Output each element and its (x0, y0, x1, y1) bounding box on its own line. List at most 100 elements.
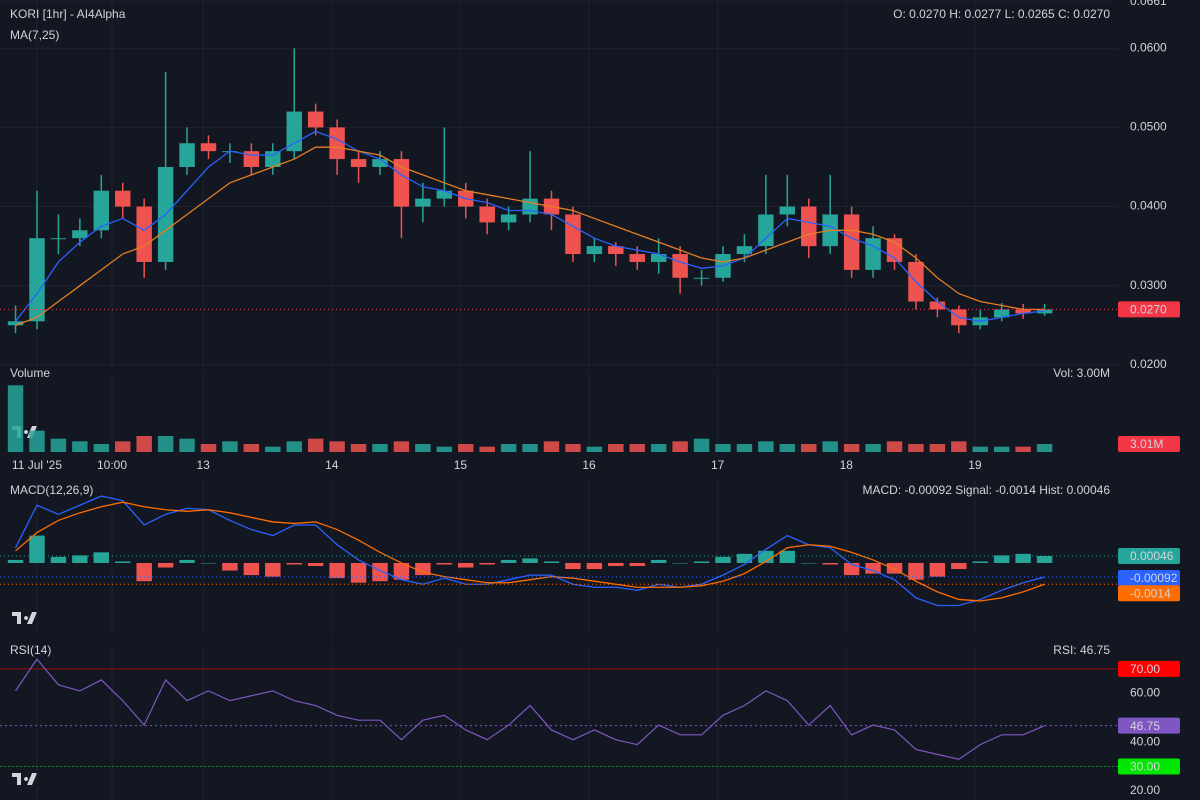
volume-bar (222, 441, 238, 452)
volume-bar (72, 441, 88, 452)
histogram-bar (801, 562, 817, 564)
histogram-bar (436, 562, 453, 565)
tv-logo (12, 612, 37, 624)
volume-bar (929, 444, 946, 452)
value-tag (1118, 758, 1180, 775)
histogram-bar (715, 556, 731, 563)
candle-body (415, 198, 431, 207)
histogram-bar (972, 561, 988, 563)
volume-bar (200, 444, 217, 452)
histogram-bar (350, 562, 367, 583)
tv-logos (12, 426, 37, 785)
volume-bar (1015, 446, 1031, 452)
volume-bar (29, 430, 45, 452)
histogram-bar (179, 559, 195, 563)
y-tick-label: 20.00 (1130, 783, 1160, 797)
volume-bar (993, 446, 1010, 452)
histogram-bar (286, 562, 302, 565)
rsi-line (15, 658, 1045, 760)
volume-bar (1036, 443, 1053, 452)
value-tag-label: 0.00046 (1130, 549, 1174, 563)
volume-bar (458, 444, 474, 452)
volume-bar (865, 444, 881, 452)
candle-body (372, 159, 388, 167)
candle-body (479, 206, 495, 223)
volume-bar (436, 446, 453, 452)
volume-bar (565, 444, 581, 452)
moving-average (15, 130, 1045, 322)
histogram-bar (265, 562, 281, 577)
x-tick-label: 11 Jul '25 (12, 458, 62, 472)
value-tag-label: 3.01M (1130, 437, 1163, 451)
value-tag (1118, 547, 1180, 564)
candle-body (608, 246, 624, 255)
candle-body (286, 111, 302, 152)
pane-title: KORI [1hr] - AI4Alpha (10, 7, 126, 21)
candle-body (350, 159, 367, 167)
candle-body (136, 206, 152, 262)
pane-readout: Vol: 3.00M (1053, 366, 1110, 380)
volume-bar (115, 441, 131, 452)
y-tick-label: 0.0500 (1130, 120, 1167, 134)
candle-body (29, 238, 45, 322)
volume-bar (886, 441, 903, 452)
histogram-bar (393, 562, 410, 580)
pane-readout: MACD: -0.00092 Signal: -0.0014 Hist: 0.0… (863, 483, 1111, 497)
candle-body (586, 246, 603, 255)
candle-body (200, 143, 217, 152)
value-tag (1118, 717, 1180, 734)
histogram-bar (822, 562, 838, 565)
pane-title: MACD(12,26,9) (10, 483, 93, 497)
histogram-bar (608, 562, 624, 567)
histogram-bar (779, 550, 796, 563)
volume-bar (286, 441, 302, 452)
candle-body (565, 214, 581, 255)
value-tag (1118, 585, 1180, 602)
volume-bar (779, 444, 796, 452)
x-tick-label: 19 (968, 458, 982, 472)
candle-body (672, 254, 688, 278)
volume-bar (522, 444, 538, 452)
volume-bar (843, 444, 860, 452)
histogram-bar (479, 562, 495, 565)
volume-bar (951, 441, 967, 452)
volume-bar (715, 444, 731, 452)
x-tick-label: 17 (711, 458, 725, 472)
candle-body (329, 127, 345, 160)
histogram-bar (736, 553, 753, 563)
candle-body (93, 190, 110, 231)
histogram-bar (543, 561, 560, 563)
volume-bar (179, 438, 195, 452)
volume-bar (243, 444, 260, 452)
histogram-bar (929, 562, 946, 577)
candle-body (7, 321, 24, 326)
histogram-bar (458, 562, 474, 568)
histogram-bar (522, 558, 538, 563)
histogram-bar (758, 550, 774, 563)
candle-body (500, 214, 517, 223)
histogram-bar (157, 562, 174, 568)
histogram-bar (372, 562, 388, 582)
value-tag-label: 30.00 (1130, 760, 1160, 774)
x-tick-label: 16 (582, 458, 596, 472)
volume-bar (93, 444, 110, 452)
candle-body (1015, 309, 1031, 314)
histogram-bar (672, 562, 688, 564)
histogram-bar (115, 561, 131, 563)
histogram-bar (500, 559, 517, 563)
histogram-bar (693, 561, 710, 563)
volume-bar (586, 446, 603, 452)
x-tick-label: 15 (454, 458, 468, 472)
volume-bar (693, 438, 710, 452)
volume-bar (972, 446, 988, 452)
candle-body (693, 277, 710, 279)
candle-body (72, 230, 88, 239)
y-tick-label: 0.0600 (1130, 40, 1167, 54)
histogram-bar (415, 562, 431, 576)
candle-body (801, 206, 817, 247)
volume-bar (350, 444, 367, 452)
macd-line (14, 495, 1045, 607)
y-tick-label: 40.00 (1130, 734, 1160, 748)
candle-body (650, 254, 667, 262)
candle-body (393, 159, 410, 207)
